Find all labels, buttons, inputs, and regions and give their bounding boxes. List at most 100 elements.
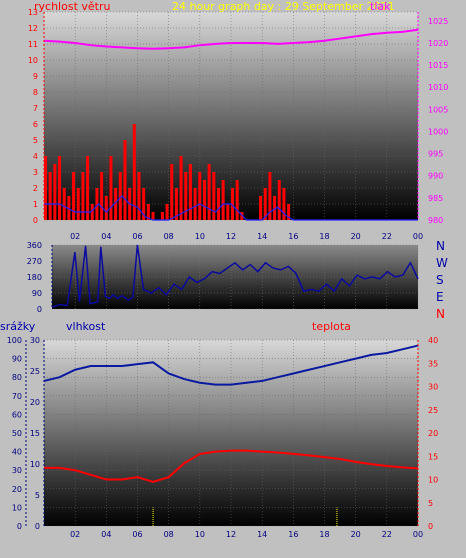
wind-bar (165, 204, 169, 220)
wind-bar (100, 172, 104, 220)
wind-bar (198, 172, 202, 220)
temperature-tick-label: 0 (428, 522, 433, 531)
x-tick-label: 12 (226, 530, 236, 539)
wind-bar (212, 172, 216, 220)
x-tick-label: 00 (413, 232, 423, 241)
temperature-tick-label: 30 (428, 383, 438, 392)
wind-bar (48, 172, 52, 220)
x-tick-label: 20 (351, 530, 361, 539)
direction-line (51, 244, 419, 308)
x-tick-label: 14 (257, 232, 267, 241)
x-tick-label: 04 (101, 530, 111, 539)
temperature-tick-label: 15 (428, 452, 438, 461)
humidity-line (43, 344, 419, 386)
wind-bar (81, 172, 85, 220)
humidity-tick-label: 0 (17, 522, 22, 531)
x-tick-label: 10 (195, 530, 205, 539)
pressure-axis-label: tlak (370, 0, 391, 13)
x-tick-label: 06 (132, 530, 142, 539)
x-tick-label: 18 (319, 232, 329, 241)
wind-bar (118, 172, 122, 220)
temperature-tick-label: 20 (428, 429, 438, 438)
pressure-tick-label: 1010 (428, 83, 448, 92)
wind-bar (268, 172, 272, 220)
wind-bar (235, 180, 239, 220)
x-tick-label: 00 (413, 530, 423, 539)
direction-tick-label: 90 (32, 289, 42, 298)
wind-bar (202, 180, 206, 220)
rain-tick-label: 30 (30, 336, 40, 345)
wind-bar (231, 188, 234, 220)
wind-tick-label: 1 (33, 200, 38, 209)
compass-w: W (436, 256, 448, 270)
x-tick-label: 08 (164, 530, 174, 539)
wind-bar (90, 204, 94, 220)
wind-bar (132, 124, 136, 220)
wind-bar (277, 180, 281, 220)
direction-tick-label: 180 (27, 273, 42, 282)
humidity-tick-label: 30 (12, 466, 22, 475)
wind-tick-label: 8 (33, 88, 38, 97)
x-tick-label: 16 (288, 530, 298, 539)
pressure-tick-label: 990 (428, 172, 443, 181)
pressure-tick-label: 1000 (428, 127, 448, 136)
wind-tick-label: 6 (33, 120, 38, 129)
compass-e: E (436, 290, 444, 304)
wind-bar (170, 164, 174, 220)
wind-bar (184, 172, 188, 220)
x-tick-label: 08 (164, 232, 174, 241)
wind-tick-label: 13 (28, 8, 38, 17)
rain-tick-label: 20 (30, 398, 40, 407)
wind-bar (151, 212, 155, 220)
humidity-tick-label: 10 (12, 503, 22, 512)
wind-bar (273, 196, 277, 220)
compass-s: S (436, 273, 444, 287)
temperature-tick-label: 25 (428, 406, 438, 415)
wind-bar (216, 188, 220, 220)
x-tick-label: 02 (70, 530, 80, 539)
wind-bar (67, 196, 71, 220)
x-tick-label: 22 (382, 232, 392, 241)
wind-bar (114, 188, 118, 220)
temperature-tick-label: 40 (428, 336, 438, 345)
wind-bar (58, 156, 62, 220)
compass-n-top: N (436, 239, 445, 253)
wind-bar (221, 180, 225, 220)
humidity-tick-label: 80 (12, 373, 22, 382)
pressure-tick-label: 985 (428, 194, 443, 203)
humidity-tick-label: 60 (12, 410, 22, 419)
x-tick-label: 20 (351, 232, 361, 241)
temperature-tick-label: 5 (428, 499, 433, 508)
wind-bar (193, 188, 197, 220)
humidity-axis-label: vlhkost (66, 320, 106, 333)
pressure-tick-label: 980 (428, 216, 443, 225)
wind-bar (44, 156, 47, 220)
wind-bar (95, 188, 99, 220)
humidity-tick-label: 40 (12, 448, 22, 457)
temperature-tick-label: 10 (428, 476, 438, 485)
temperature-axis-label: teplota (312, 320, 351, 333)
humidity-tick-label: 100 (7, 336, 22, 345)
wind-bar (174, 188, 178, 220)
wind-bar (282, 188, 286, 220)
rain-tick-label: 5 (35, 491, 40, 500)
wind-bar (226, 204, 230, 220)
rain-tick-label: 15 (30, 429, 40, 438)
wind-bar (263, 188, 267, 220)
wind-bar (104, 196, 108, 220)
rain-tick-label: 10 (30, 460, 40, 469)
wind-bar (76, 188, 80, 220)
wind-tick-label: 11 (28, 40, 38, 49)
wind-tick-label: 7 (33, 104, 38, 113)
direction-tick-label: 270 (27, 257, 42, 266)
wind-bar (123, 140, 127, 220)
rain-axis-label: srážky (0, 320, 36, 333)
wind-tick-label: 9 (33, 72, 38, 81)
compass-n-bottom: N (436, 307, 445, 321)
pressure-tick-label: 1015 (428, 61, 448, 70)
pressure-tick-label: 995 (428, 150, 443, 159)
wind-bar (72, 172, 76, 220)
pressure-tick-label: 1025 (428, 17, 448, 26)
rain-tick-label: 0 (35, 522, 40, 531)
